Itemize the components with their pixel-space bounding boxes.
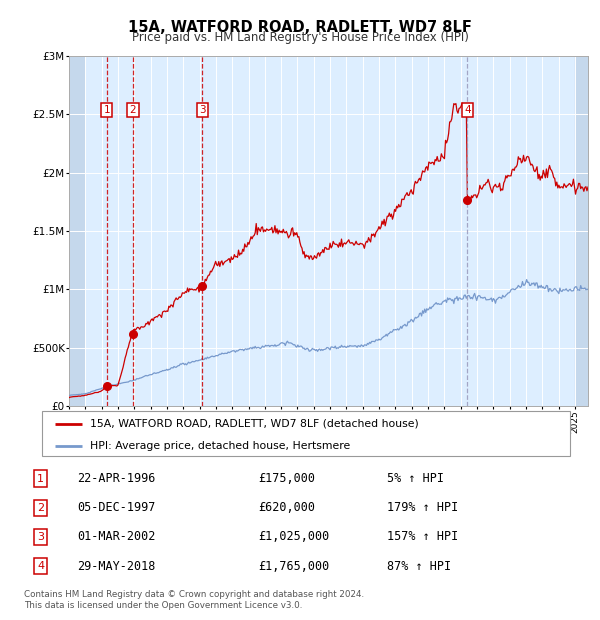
Text: 05-DEC-1997: 05-DEC-1997 (77, 501, 155, 514)
Text: 15A, WATFORD ROAD, RADLETT, WD7 8LF: 15A, WATFORD ROAD, RADLETT, WD7 8LF (128, 20, 472, 35)
Text: Price paid vs. HM Land Registry's House Price Index (HPI): Price paid vs. HM Land Registry's House … (131, 31, 469, 44)
Text: 3: 3 (199, 105, 206, 115)
Text: £175,000: £175,000 (259, 472, 316, 485)
Text: 22-APR-1996: 22-APR-1996 (77, 472, 155, 485)
Text: 1: 1 (103, 105, 110, 115)
Text: 179% ↑ HPI: 179% ↑ HPI (387, 501, 458, 514)
Text: Contains HM Land Registry data © Crown copyright and database right 2024.
This d: Contains HM Land Registry data © Crown c… (24, 590, 364, 609)
Text: 2: 2 (37, 503, 44, 513)
FancyBboxPatch shape (42, 411, 570, 456)
Text: 1: 1 (37, 474, 44, 484)
Text: 3: 3 (37, 532, 44, 542)
Text: 2: 2 (130, 105, 136, 115)
Text: HPI: Average price, detached house, Hertsmere: HPI: Average price, detached house, Hert… (89, 441, 350, 451)
Text: 29-MAY-2018: 29-MAY-2018 (77, 560, 155, 573)
Text: £620,000: £620,000 (259, 501, 316, 514)
Text: £1,025,000: £1,025,000 (259, 531, 329, 544)
Text: 5% ↑ HPI: 5% ↑ HPI (387, 472, 444, 485)
Text: 4: 4 (464, 105, 471, 115)
Text: 157% ↑ HPI: 157% ↑ HPI (387, 531, 458, 544)
Text: 15A, WATFORD ROAD, RADLETT, WD7 8LF (detached house): 15A, WATFORD ROAD, RADLETT, WD7 8LF (det… (89, 418, 418, 428)
Text: 4: 4 (37, 561, 44, 571)
Bar (69, 56, 85, 406)
Bar (575, 56, 588, 406)
Text: 01-MAR-2002: 01-MAR-2002 (77, 531, 155, 544)
Text: 87% ↑ HPI: 87% ↑ HPI (387, 560, 451, 573)
Text: £1,765,000: £1,765,000 (259, 560, 329, 573)
